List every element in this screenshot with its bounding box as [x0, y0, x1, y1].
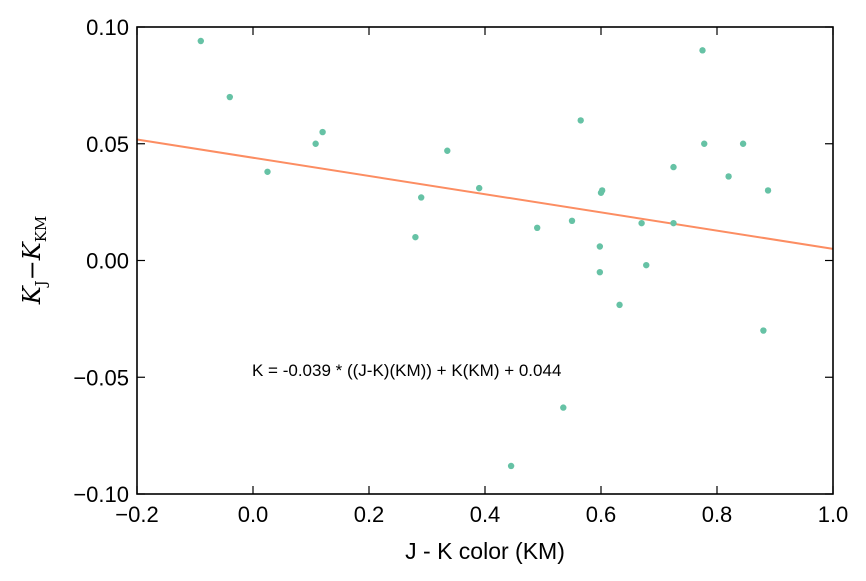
data-point-24	[701, 140, 708, 147]
x-tick-label-6: 1.0	[818, 502, 849, 527]
data-point-20	[643, 261, 650, 269]
x-axis-title: J - K color (KM)	[405, 538, 565, 564]
fit-layer	[136, 138, 834, 250]
data-point-22	[670, 219, 677, 227]
x-tick-label-5: 0.8	[702, 502, 733, 527]
y-axis-title-sub2: KM	[32, 216, 50, 243]
data-point-3	[312, 140, 319, 147]
data-point-12	[568, 217, 576, 225]
data-point-13	[577, 117, 584, 124]
y-axis-title-sub1: J	[32, 280, 50, 288]
data-point-15	[596, 268, 604, 276]
y-tick-label-3: 0.05	[86, 132, 129, 157]
data-point-8	[476, 184, 483, 192]
y-tick-label-2: 0.00	[86, 249, 129, 274]
points-layer	[197, 37, 772, 470]
data-point-21	[670, 163, 677, 171]
data-point-2	[264, 168, 271, 175]
fit-line	[136, 138, 834, 250]
data-point-17	[598, 187, 606, 194]
x-tick-label-1: 0.0	[238, 502, 269, 527]
x-tick-label-4: 0.6	[586, 502, 617, 527]
data-point-9	[507, 462, 515, 470]
data-point-18	[616, 301, 623, 309]
data-point-27	[760, 327, 767, 334]
data-point-26	[739, 140, 747, 147]
data-point-7	[444, 147, 451, 154]
data-point-28	[764, 187, 772, 194]
data-point-10	[534, 224, 541, 232]
data-point-19	[638, 219, 645, 227]
data-point-14	[596, 243, 604, 250]
y-tick-label-0: −0.10	[73, 482, 129, 507]
x-tick-label-2: 0.2	[354, 502, 385, 527]
y-tick-label-4: 0.10	[86, 15, 129, 40]
y-axis-title-k1: K	[18, 284, 46, 305]
data-point-5	[412, 233, 419, 241]
data-point-23	[699, 47, 706, 54]
fit-equation-annotation: K = -0.039 * ((J-K)(KM)) + K(KM) + 0.044	[252, 361, 561, 380]
x-tick-label-0: −0.2	[115, 502, 158, 527]
data-point-1	[226, 93, 233, 101]
data-point-4	[319, 128, 326, 136]
y-axis-title-minus: −	[18, 260, 46, 280]
x-tick-label-3: 0.4	[470, 502, 501, 527]
plot-frame	[136, 26, 834, 495]
data-point-25	[725, 173, 732, 180]
y-tick-label-1: −0.05	[73, 365, 129, 390]
data-point-0	[197, 37, 204, 45]
y-axis-title-k2: K	[18, 240, 46, 261]
data-point-6	[418, 194, 425, 201]
y-axis-title: KJ−KKM	[18, 216, 50, 306]
ticks-layer: −0.2 0.0 0.2 0.4 0.6 0.8 1.0 −0.10 −0.05 0.00 0.05…	[73, 15, 848, 527]
data-point-11	[560, 404, 567, 411]
